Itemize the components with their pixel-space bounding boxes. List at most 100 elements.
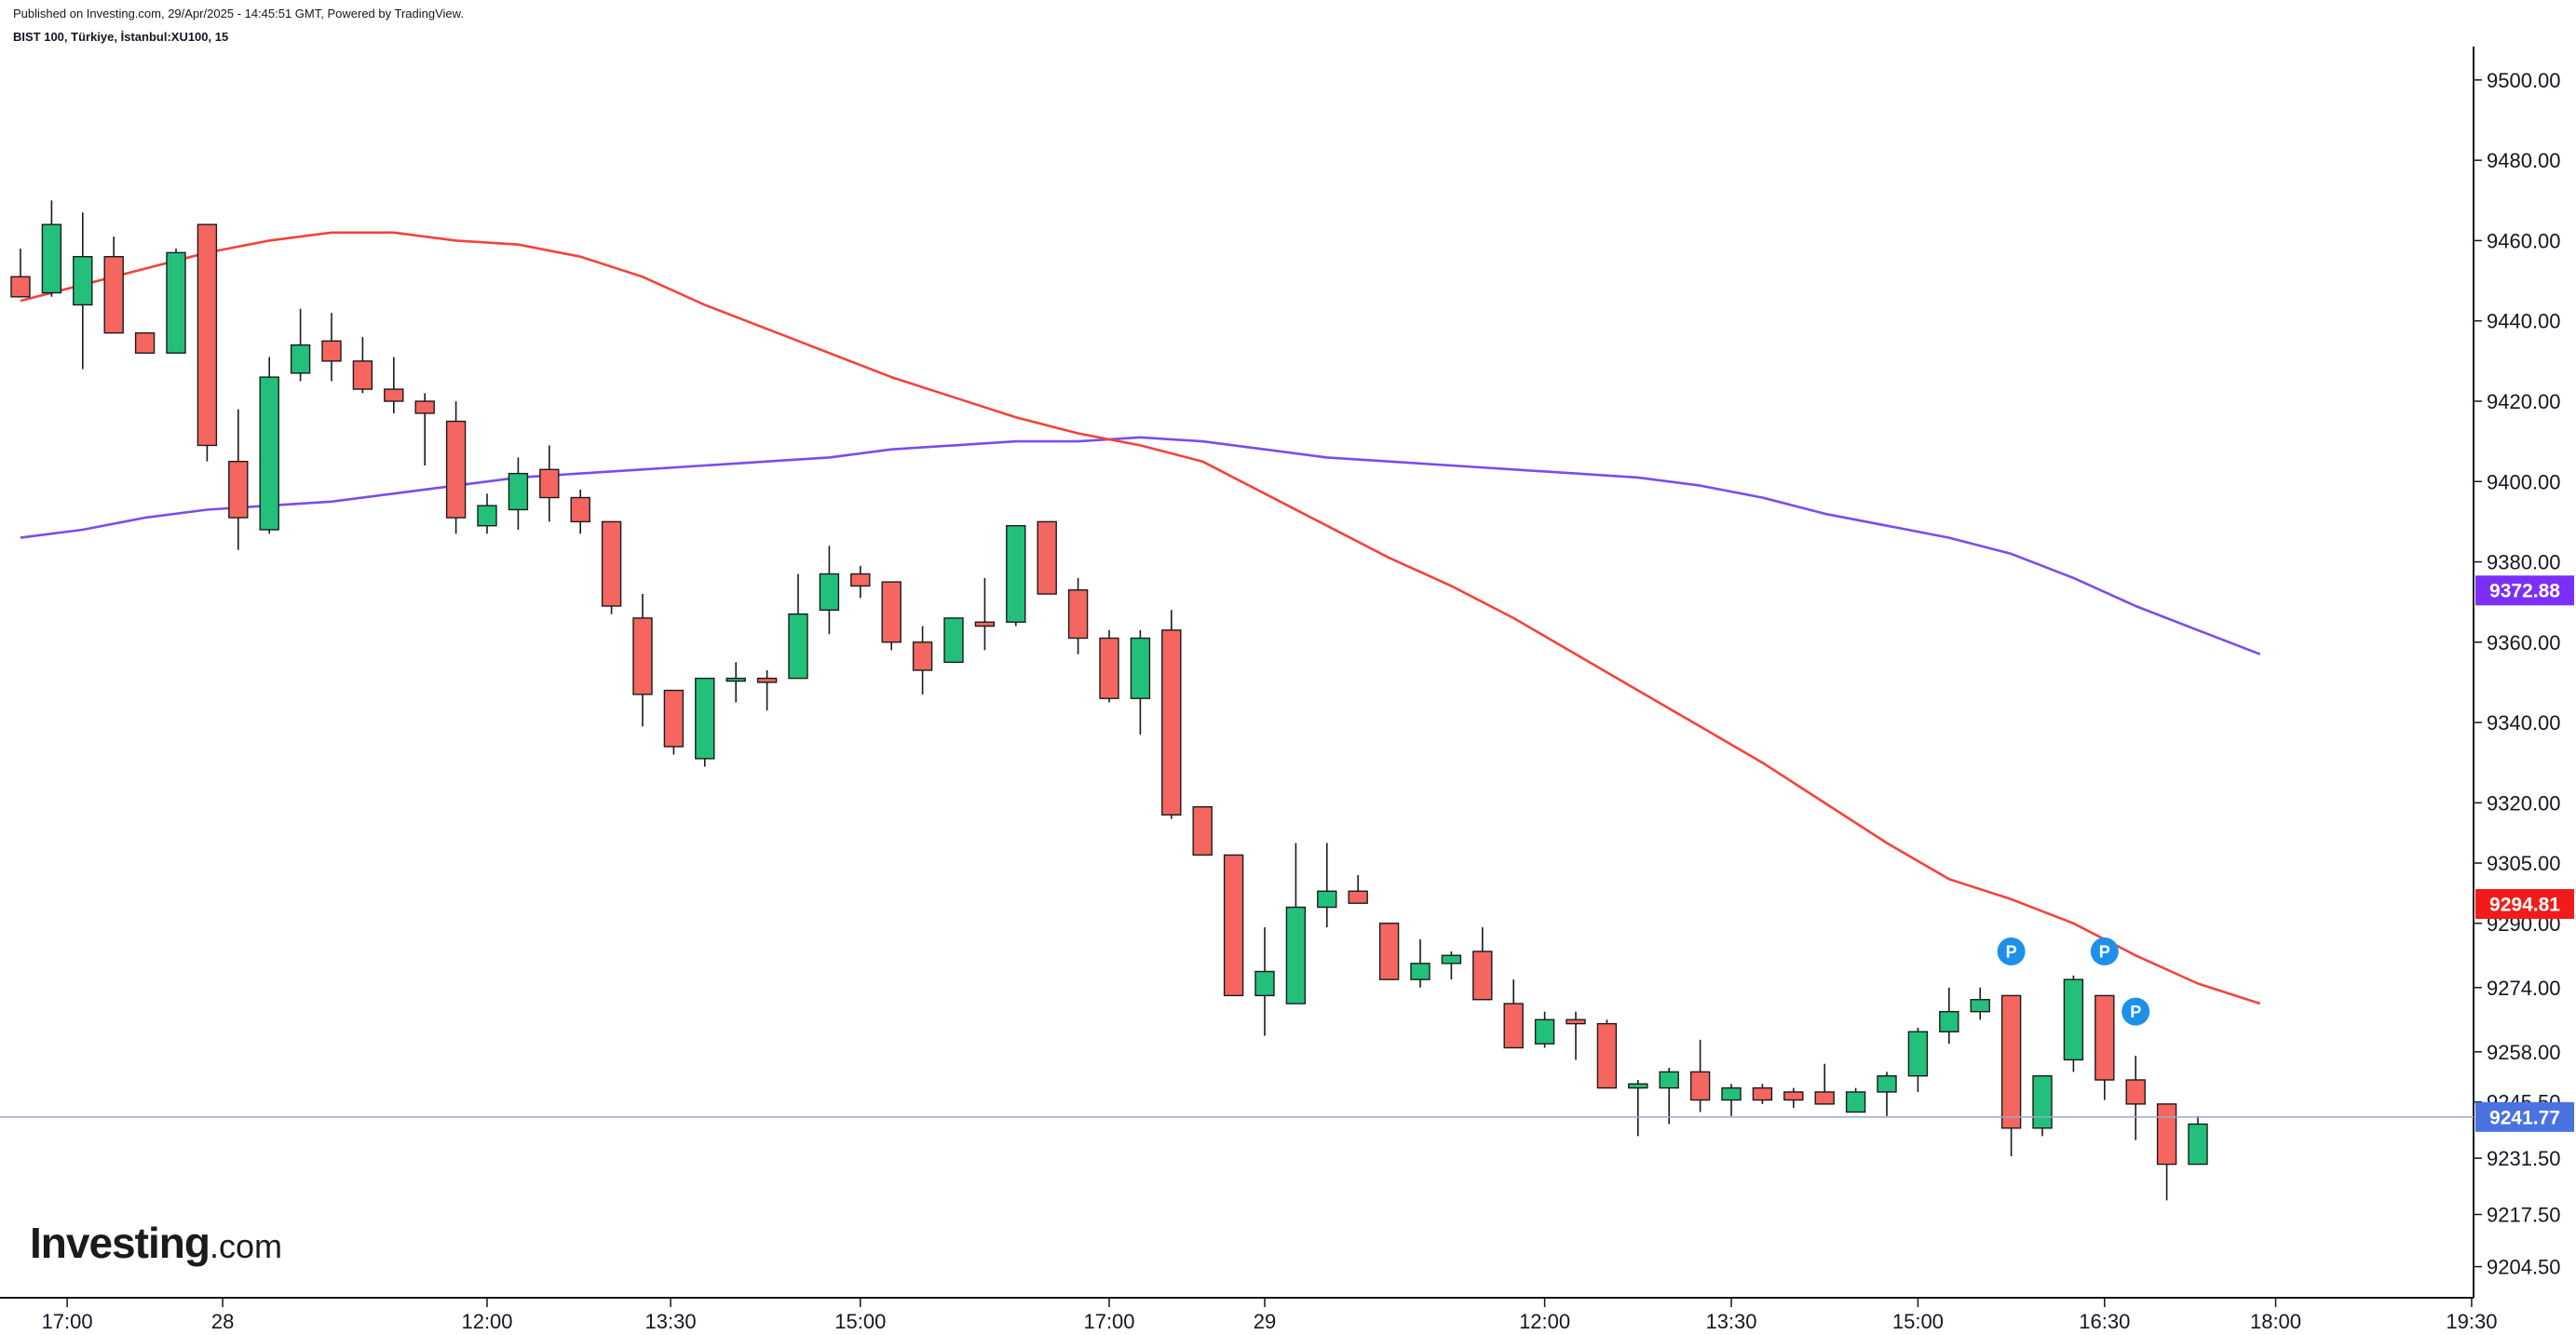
candle-down [1192,805,1213,856]
candle-down [1223,854,1244,997]
candle-body [1067,589,1089,640]
candle-body [850,573,871,587]
y-tick-label: 9400.00 [2487,470,2561,493]
candle-up [166,249,186,354]
candle-body [1566,1018,1586,1025]
candle-down [1099,629,1119,703]
candle-body [788,613,808,680]
candle-body [819,573,840,611]
candle-down [570,489,590,534]
candle-up [1317,843,1337,928]
price-badge-label: 9241.77 [2489,1107,2560,1128]
candle-body [1192,805,1213,856]
candle-up [1254,927,1275,1036]
x-tick-label: 28 [211,1310,234,1333]
price-badge: 9294.81 [2475,889,2574,920]
candle-body [197,223,218,447]
price-badge-label: 9294.81 [2489,895,2560,916]
y-tick-label: 9500.00 [2487,69,2561,92]
candle-body [1223,854,1244,997]
logo-domain: .com [209,1227,282,1265]
candle-body [1939,1010,1959,1032]
candle-up [41,200,62,297]
y-tick-label: 9305.00 [2487,852,2561,875]
y-tick-label: 9231.50 [2487,1147,2561,1170]
candle-down [756,670,778,711]
ma-fast-line [20,231,2261,1005]
candle-body [1783,1091,1804,1101]
candle-body [1752,1086,1773,1101]
candle-up [1130,629,1151,735]
candle-up [1659,1068,1679,1125]
candle-body [1689,1071,1711,1101]
candle-body [1534,1018,1555,1045]
candle-body [103,255,124,334]
y-tick-label: 9320.00 [2487,791,2561,815]
candle-body [632,617,653,695]
p-marker-circle [2090,937,2119,965]
candle-down [1378,923,1400,980]
candle-body [1503,1003,1524,1049]
candle-down [2125,1056,2146,1140]
candle-body [2032,1074,2053,1129]
candle-body [10,276,31,298]
candle-down [2156,1103,2177,1201]
candle-body [414,400,435,414]
candle-body [1970,999,1990,1013]
candle-body [695,677,715,760]
candle-up [788,573,808,680]
candle-body [290,344,311,374]
candle-body [41,223,62,294]
candle-up [1877,1072,1897,1116]
candle-up [1006,525,1026,627]
y-tick-label: 9440.00 [2487,310,2561,333]
candle-body [1628,1083,1648,1089]
candle-up [695,677,715,767]
candle-up [2032,1074,2053,1137]
candle-down [228,409,249,550]
candle-body [1348,890,1368,904]
y-tick-label: 9360.00 [2487,631,2561,654]
candle-body [352,360,373,390]
candle-body [1410,963,1430,980]
candle-body [1441,954,1462,964]
p-marker: P [2090,937,2119,965]
x-tick-label: 12:00 [1519,1310,1570,1333]
candles-layer [10,200,2208,1201]
price-badges-layer: 9372.88 9294.81 9241.77 [0,575,2574,1132]
candle-up [259,357,279,534]
candle-up [1285,843,1307,1005]
candle-up [1410,939,1430,988]
x-tick-label: 13:30 [1705,1310,1756,1333]
published-note: Published on Investing.com, 29/Apr/2025 … [13,7,464,20]
p-marker-label: P [2099,942,2110,961]
candle-body [1254,970,1275,997]
candle-down [1783,1087,1804,1109]
candle-down [912,626,933,694]
candle-down [445,400,467,534]
candle-down [384,357,404,413]
candle-down [850,565,871,599]
y-tick-label: 9380.00 [2487,551,2561,574]
candle-down [134,331,156,354]
candle-down [1161,610,1182,819]
candle-down [1566,1011,1586,1060]
y-tick-label: 9258.00 [2487,1041,2561,1064]
candle-down [1596,1019,1618,1089]
candle-down [1348,875,1368,904]
x-tick-label: 15:00 [1892,1310,1944,1333]
x-tick-label: 13:30 [645,1310,697,1333]
candle-down [414,393,435,465]
candle-body [943,617,964,664]
candle-body [1317,890,1337,909]
candle-body [2125,1079,2146,1105]
candle-up [1441,951,1462,980]
candle-body [1006,525,1026,623]
candle-body [1659,1071,1679,1089]
candle-body [1037,520,1057,595]
candle-down [881,581,902,651]
p-marker-circle [1997,937,2026,965]
candle-up [477,493,497,534]
candle-body [912,641,933,671]
